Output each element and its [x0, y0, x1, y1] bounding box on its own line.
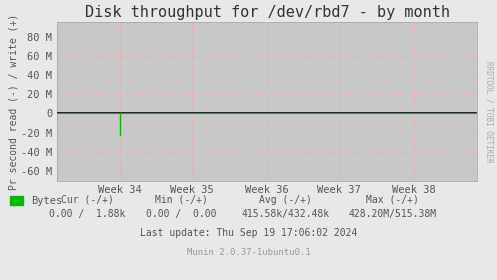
Text: Munin 2.0.37-1ubuntu0.1: Munin 2.0.37-1ubuntu0.1: [187, 248, 310, 257]
Text: 428.20M/515.38M: 428.20M/515.38M: [348, 209, 437, 219]
Text: 415.58k/432.48k: 415.58k/432.48k: [242, 209, 330, 219]
Text: 0.00 /  0.00: 0.00 / 0.00: [146, 209, 217, 219]
Text: Avg (-/+): Avg (-/+): [259, 195, 312, 205]
Text: Min (-/+): Min (-/+): [155, 195, 208, 205]
Title: Disk throughput for /dev/rbd7 - by month: Disk throughput for /dev/rbd7 - by month: [84, 5, 450, 20]
Text: Cur (-/+): Cur (-/+): [61, 195, 113, 205]
Text: RRDTOOL / TOBI OETIKER: RRDTOOL / TOBI OETIKER: [484, 61, 493, 163]
Text: Max (-/+): Max (-/+): [366, 195, 419, 205]
Text: Last update: Thu Sep 19 17:06:02 2024: Last update: Thu Sep 19 17:06:02 2024: [140, 228, 357, 238]
Legend: Bytes: Bytes: [10, 196, 62, 206]
Text: 0.00 /  1.88k: 0.00 / 1.88k: [49, 209, 125, 219]
Y-axis label: Pr second read (-) / write (+): Pr second read (-) / write (+): [8, 13, 18, 190]
